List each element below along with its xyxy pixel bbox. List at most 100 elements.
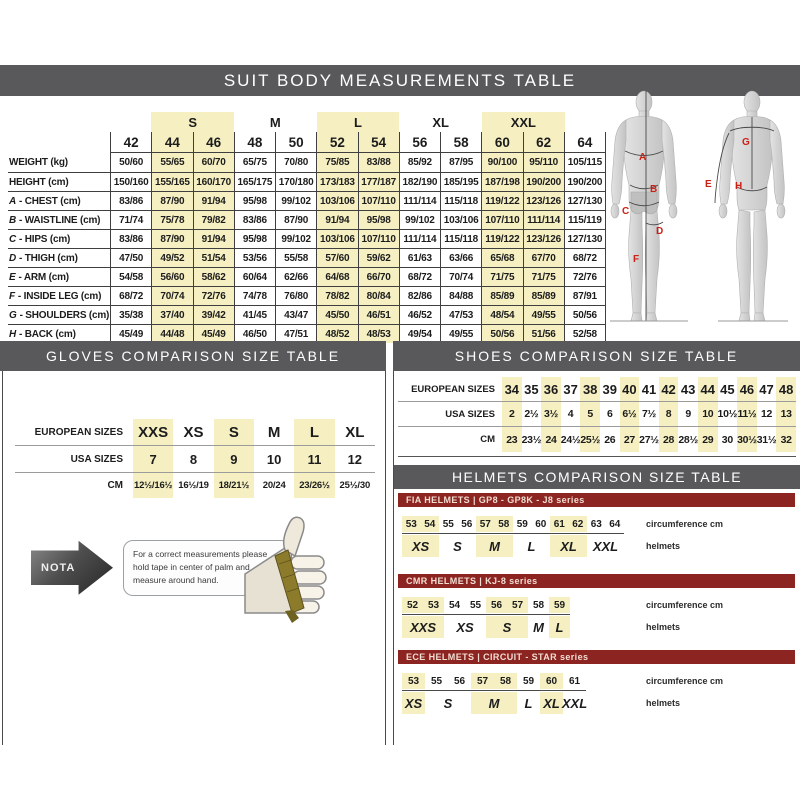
helmet-circumference-cell: 57 <box>507 597 528 613</box>
fia-circumference-row: 53 54 55 56 57 58 59 60 61 62 63 64 circumference c… <box>402 516 800 532</box>
group-cell-s: S <box>151 112 234 132</box>
measurement-value-cell: 76/80 <box>275 287 316 305</box>
measurement-letter: E <box>9 271 16 283</box>
gloves-size-cell: 12½/16½ <box>133 473 174 498</box>
measurement-value-cell: 59/62 <box>357 249 399 267</box>
measurement-value-cell: 74/78 <box>233 287 275 305</box>
ece-sizes-row: XS S M L XL XXL helmets <box>402 692 800 714</box>
shoes-row-label: USA SIZES <box>445 408 495 420</box>
measurement-row-label: B - WAISTLINE (cm) <box>8 211 110 229</box>
measurement-value-cell: 91/94 <box>192 192 234 210</box>
helmet-size-cell: L <box>549 616 570 638</box>
divider-line <box>402 614 570 615</box>
figure-label-inside-leg: F <box>633 254 639 265</box>
measurement-name: - BACK (cm) <box>19 328 76 340</box>
gloves-row-label: USA SIZES <box>70 453 123 465</box>
measurement-value-cell: 72/76 <box>563 268 606 286</box>
measurement-value-cell: 68/72 <box>110 287 151 305</box>
shoes-cells: 2 2½ 3½ 4 5 6 6½ 7½ 8 9 10 10½ 11½ 12 13 <box>502 402 796 426</box>
gloves-cells: 7 8 9 10 11 12 <box>133 446 375 472</box>
figure-label-waistline: B <box>650 184 657 195</box>
measurement-value-cell: 85/92 <box>398 153 440 172</box>
measurement-value-cell: 55/65 <box>151 153 193 172</box>
measurement-value-cell: 83/86 <box>110 192 151 210</box>
measurement-value-cell: 107/110 <box>357 230 399 248</box>
shoes-size-cell: 10½ <box>717 408 738 420</box>
measurement-value-cell: 68/72 <box>563 249 606 267</box>
nota-arrow-badge: NOTA <box>31 540 113 595</box>
measurement-value-cell: 182/190 <box>398 173 440 191</box>
measurement-value-cell: 46/50 <box>233 325 275 343</box>
measurement-value-cell: 48/54 <box>481 306 523 324</box>
measurement-value-cell: 50/60 <box>110 153 151 172</box>
measurement-value-cell: 103/106 <box>440 211 481 229</box>
shoes-cells: 23 23½ 24 24½ 25½ 26 27 27½ 28 28½ 29 30 30½ 31½ 32 <box>502 427 796 452</box>
helmets-table-title: HELMETS COMPARISON SIZE TABLE <box>451 469 743 485</box>
shoes-size-cell: 24½ <box>560 433 581 446</box>
shoes-size-cell: 28 <box>658 427 679 452</box>
measurement-value-cell: 103/106 <box>316 230 358 248</box>
group-spacer <box>110 112 151 132</box>
measurement-value-cell: 185/195 <box>440 173 481 191</box>
size-header-cells: 42 44 46 48 50 52 54 56 58 60 62 64 <box>110 132 606 153</box>
measurement-value-cell: 99/102 <box>275 192 316 210</box>
helmet-size-cell: XS <box>402 692 425 714</box>
shoes-size-cell: 25½ <box>580 427 600 452</box>
helmet-circumference-cell: 53 <box>402 516 421 532</box>
gloves-size-cell: 10 <box>266 451 282 467</box>
measurement-letter: B <box>9 214 17 226</box>
measurement-value-cell: 127/130 <box>563 230 606 248</box>
shoes-size-cell: 37 <box>563 381 578 397</box>
shoes-row-cm: CM 23 23½ 24 24½ 25½ 26 27 27½ 28 28½ 29 30 30½ 31½ 32 <box>398 427 796 452</box>
measurement-value-cell: 67/70 <box>522 249 564 267</box>
measurement-value-cell: 58/62 <box>192 268 234 286</box>
measurement-cells: 35/38 37/40 39/42 41/45 43/47 45/50 46/51 46/52… <box>110 306 606 324</box>
measurement-value-cell: 51/56 <box>522 325 564 343</box>
measurement-value-cell: 51/54 <box>192 249 234 267</box>
measurement-value-cell: 48/53 <box>357 325 399 343</box>
size-header-row: 42 44 46 48 50 52 54 56 58 60 62 64 <box>8 132 606 153</box>
helmets-header-bar: HELMETS COMPARISON SIZE TABLE <box>394 465 800 489</box>
measurement-value-cell: 99/102 <box>275 230 316 248</box>
gloves-cells: XXS XS S M L XL <box>133 419 375 445</box>
shoes-size-cell: 27½ <box>639 433 659 446</box>
helmet-circumference-cell: 57 <box>476 516 495 532</box>
gloves-size-cell: 16½/19 <box>178 480 209 491</box>
measurement-value-cell: 91/94 <box>316 211 358 229</box>
measurement-letter: H <box>9 328 17 340</box>
size-header-cell: 48 <box>233 132 275 152</box>
helmet-circumference-cell: 60 <box>540 673 563 689</box>
helmet-size-cell: XXS <box>402 616 444 638</box>
helmet-circumference-cell: 61 <box>568 675 581 687</box>
shoes-size-cell: 2 <box>502 402 522 426</box>
shoes-size-cell: 47 <box>759 381 774 397</box>
helmet-size-cell: M <box>476 535 513 557</box>
measurement-value-cell: 190/200 <box>522 173 564 191</box>
helmet-size-cell: S <box>486 616 528 638</box>
measurement-value-cell: 80/84 <box>357 287 399 305</box>
measurement-value-cell: 84/88 <box>440 287 481 305</box>
measurement-value-cell: 37/40 <box>151 306 193 324</box>
helmet-size-cell: S <box>453 538 462 554</box>
measurement-value-cell: 45/50 <box>316 306 358 324</box>
helmet-circumference-cell: 56 <box>486 597 507 613</box>
measurement-value-cell: 123/126 <box>522 230 564 248</box>
figure-label-chest: A <box>639 152 646 163</box>
measurement-name: - ARM (cm) <box>18 271 69 283</box>
helmet-size-cell: XL <box>540 692 563 714</box>
helmet-circumference-cell: 57 <box>471 673 494 689</box>
helmet-size-cell: M <box>533 619 544 635</box>
measurement-value-cell: 46/51 <box>357 306 399 324</box>
measurement-value-cell: 55/58 <box>275 249 316 267</box>
gloves-size-cell: 12 <box>347 451 363 467</box>
measurement-value-cell: 165/175 <box>233 173 275 191</box>
measurement-value-cell: 177/187 <box>357 173 399 191</box>
measurement-value-cell: 87/90 <box>275 211 316 229</box>
measurement-value-cell: 48/52 <box>316 325 358 343</box>
suit-table-row: E - ARM (cm) 54/58 56/60 58/62 60/64 62/66 64… <box>8 267 606 286</box>
size-header-cell: 46 <box>192 132 234 152</box>
measurement-value-cell: 53/56 <box>233 249 275 267</box>
measurement-value-cell: 123/126 <box>522 192 564 210</box>
gloves-size-cell: 9 <box>213 446 254 472</box>
size-header-cell: 64 <box>563 132 606 152</box>
